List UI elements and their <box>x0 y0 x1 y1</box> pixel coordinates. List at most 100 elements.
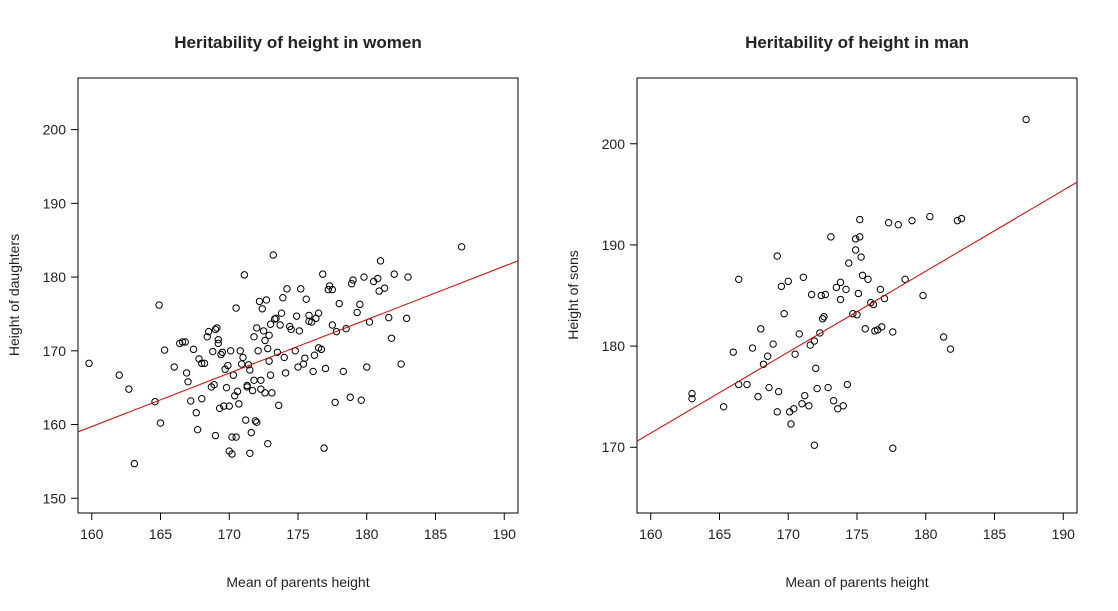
data-point <box>261 389 269 397</box>
data-point <box>266 371 275 379</box>
data-point <box>266 320 275 328</box>
data-point <box>253 418 261 427</box>
data-point <box>845 259 853 267</box>
data-point <box>356 300 364 309</box>
data-point <box>275 401 283 410</box>
data-point <box>235 400 243 408</box>
y-tick-label: 170 <box>602 439 626 455</box>
y-tick-label: 180 <box>43 269 67 285</box>
data-point <box>225 402 233 410</box>
data-point <box>375 287 383 295</box>
data-point <box>795 330 803 338</box>
data-point <box>254 347 262 355</box>
data-point <box>211 431 220 440</box>
data-point <box>211 325 220 334</box>
data-point <box>385 313 393 322</box>
data-point <box>832 283 841 292</box>
data-point <box>335 299 343 308</box>
data-point <box>224 361 232 370</box>
data-point <box>277 309 286 317</box>
data-point <box>250 333 258 341</box>
data-point <box>854 289 863 298</box>
data-point <box>248 386 257 395</box>
data-point <box>390 270 398 278</box>
data-point <box>239 353 247 362</box>
data-point <box>309 367 317 376</box>
data-point <box>243 383 251 391</box>
data-point <box>851 235 860 243</box>
data-point <box>299 360 308 368</box>
data-point <box>215 404 224 413</box>
data-point <box>812 364 820 373</box>
data-point <box>816 329 824 337</box>
x-tick-label: 160 <box>80 526 104 542</box>
data-point <box>939 333 948 341</box>
data-point <box>790 405 798 413</box>
data-point <box>262 296 271 304</box>
data-point <box>294 363 302 371</box>
x-tick-label: 165 <box>708 526 732 542</box>
data-point <box>851 246 860 254</box>
data-point <box>243 381 251 390</box>
y-tick-label: 190 <box>43 195 67 211</box>
chart-title: Heritability of height in man <box>745 33 969 52</box>
data-point <box>213 324 221 332</box>
data-point <box>246 366 254 374</box>
data-point <box>276 321 284 329</box>
data-point <box>376 257 385 265</box>
data-point <box>193 425 202 434</box>
data-point <box>926 212 934 221</box>
data-point <box>884 218 893 227</box>
data-point <box>295 327 304 335</box>
data-point <box>688 394 696 403</box>
data-point <box>192 409 200 417</box>
data-point <box>297 285 305 293</box>
data-point <box>257 385 265 393</box>
data-point <box>310 351 319 359</box>
data-point <box>258 305 266 313</box>
data-point <box>765 383 773 392</box>
data-point <box>246 449 254 457</box>
data-point <box>360 273 368 281</box>
data-point <box>889 444 897 452</box>
data-point <box>908 216 916 225</box>
data-point <box>273 348 282 356</box>
data-point <box>363 363 371 371</box>
data-point <box>777 282 786 291</box>
x-axis-label: Mean of parents height <box>226 574 369 590</box>
data-point <box>269 251 277 259</box>
scatter-points <box>85 243 466 468</box>
x-tick-label: 180 <box>914 526 938 542</box>
data-point <box>836 295 845 304</box>
regression-line <box>77 260 519 433</box>
data-point <box>283 285 291 293</box>
data-point <box>287 325 295 334</box>
data-point <box>773 408 781 416</box>
data-point <box>233 387 242 396</box>
data-point <box>818 315 827 323</box>
data-point <box>328 285 337 294</box>
data-point <box>805 402 813 410</box>
data-point <box>857 253 865 261</box>
data-point <box>170 363 178 371</box>
x-tick-label: 185 <box>983 526 1007 542</box>
y-tick-label: 160 <box>43 417 67 433</box>
data-point <box>876 285 885 294</box>
data-point <box>332 327 341 336</box>
data-point <box>810 337 819 345</box>
data-point <box>236 347 244 355</box>
data-point <box>856 233 864 241</box>
data-point <box>457 243 466 251</box>
x-tick-label: 165 <box>149 526 173 542</box>
data-point <box>253 324 261 332</box>
data-point <box>769 340 777 348</box>
data-point <box>829 397 838 405</box>
data-point <box>308 318 316 326</box>
y-tick-label: 150 <box>43 490 67 506</box>
data-point <box>813 384 821 393</box>
data-point <box>214 336 222 344</box>
data-point <box>280 353 288 362</box>
y-tick-label: 200 <box>43 122 67 138</box>
data-point <box>347 280 356 288</box>
